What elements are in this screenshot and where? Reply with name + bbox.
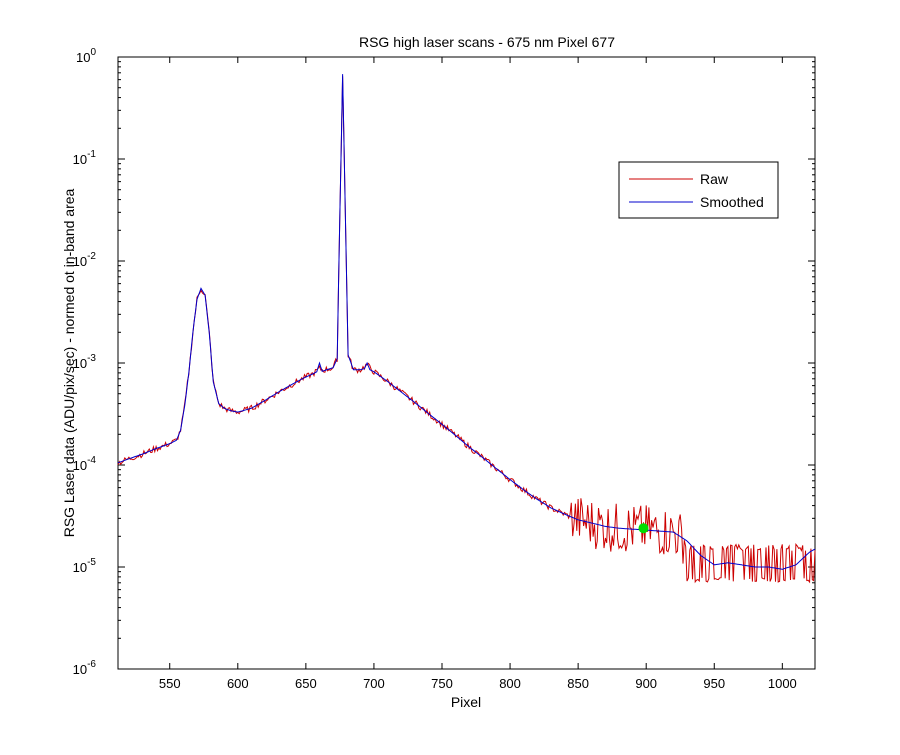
x-tick-label: 550	[159, 676, 181, 691]
y-tick-label: 10-5	[73, 557, 97, 575]
chart-title: RSG high laser scans - 675 nm Pixel 677	[359, 34, 615, 50]
x-tick-label: 700	[363, 676, 385, 691]
series-layer	[117, 74, 816, 584]
y-tick-label: 10-1	[73, 149, 97, 167]
x-tick-label: 1000	[768, 676, 797, 691]
legend-smoothed-label: Smoothed	[700, 194, 764, 210]
y-axis-ticks: 10-6 10-5 10-4 10-3 10-2 10-1 100	[73, 47, 815, 677]
series-line-smoothed	[117, 74, 816, 570]
x-axis-label: Pixel	[451, 694, 481, 710]
y-tick-label: 100	[76, 47, 96, 65]
x-tick-label: 900	[635, 676, 657, 691]
y-axis-label: RSG Laser data (ADU/pix/sec) - normed ot…	[61, 188, 77, 537]
legend-raw-label: Raw	[700, 171, 729, 187]
x-axis-ticks: 550 600 650 700 750 800 850 900 950 1000	[159, 57, 797, 691]
x-tick-label: 750	[431, 676, 453, 691]
highlight-marker	[638, 523, 649, 534]
plot-frame	[117, 56, 816, 670]
y-tick-label: 10-3	[73, 353, 97, 371]
legend-box	[618, 161, 779, 219]
y-tick-label: 10-4	[73, 455, 97, 473]
x-tick-label: 600	[227, 676, 249, 691]
x-tick-label: 800	[499, 676, 521, 691]
y-tick-label: 10-6	[73, 659, 97, 677]
y-tick-label: 10-2	[73, 251, 97, 269]
x-tick-label: 650	[295, 676, 317, 691]
legend: Raw Smoothed	[618, 161, 779, 219]
x-tick-label: 950	[703, 676, 725, 691]
x-tick-label: 850	[567, 676, 589, 691]
